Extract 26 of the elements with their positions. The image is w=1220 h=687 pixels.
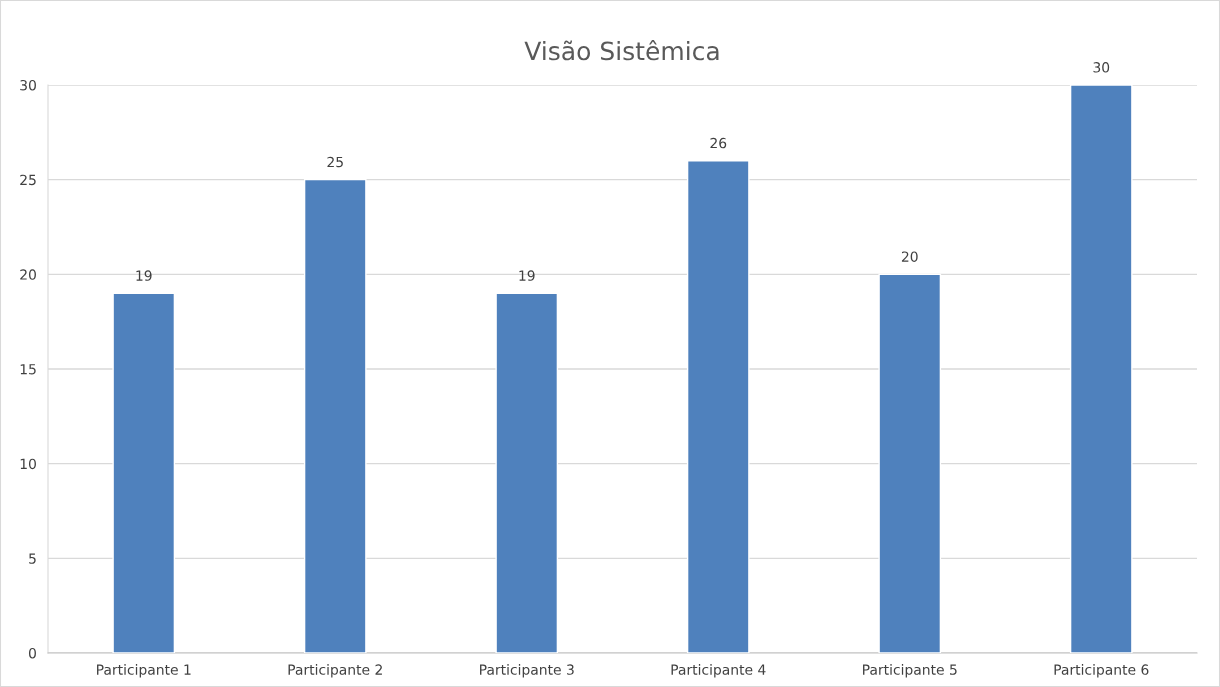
x-tick-label: Participante 3 bbox=[480, 664, 574, 678]
bar bbox=[303, 178, 367, 653]
y-tick-label: 25 bbox=[20, 174, 36, 186]
data-label: 25 bbox=[327, 156, 343, 168]
x-tick-label: Participante 6 bbox=[1054, 664, 1149, 678]
y-tick-label: 30 bbox=[20, 79, 36, 91]
bar bbox=[1069, 85, 1133, 653]
x-tick-label: Participante 1 bbox=[97, 664, 191, 678]
bar bbox=[495, 292, 559, 653]
chart-title: Visão Sistêmica bbox=[524, 40, 719, 61]
data-label: 19 bbox=[519, 270, 535, 281]
x-tick-label: Participante 4 bbox=[671, 664, 766, 678]
data-label: 30 bbox=[1093, 62, 1110, 73]
bar bbox=[112, 292, 176, 653]
x-tick-label: Participante 5 bbox=[863, 664, 957, 678]
y-tick-label: 10 bbox=[20, 458, 36, 470]
y-tick-label: 20 bbox=[20, 269, 36, 280]
bar bbox=[686, 160, 750, 653]
data-label: 19 bbox=[136, 270, 152, 281]
y-tick-label: 0 bbox=[28, 647, 36, 659]
data-label: 20 bbox=[901, 251, 918, 262]
x-tick-label: Participante 2 bbox=[288, 664, 382, 678]
y-tick-label: 15 bbox=[20, 364, 36, 375]
bar bbox=[878, 273, 942, 653]
data-label: 26 bbox=[710, 137, 727, 149]
y-tick-label: 5 bbox=[29, 553, 36, 564]
